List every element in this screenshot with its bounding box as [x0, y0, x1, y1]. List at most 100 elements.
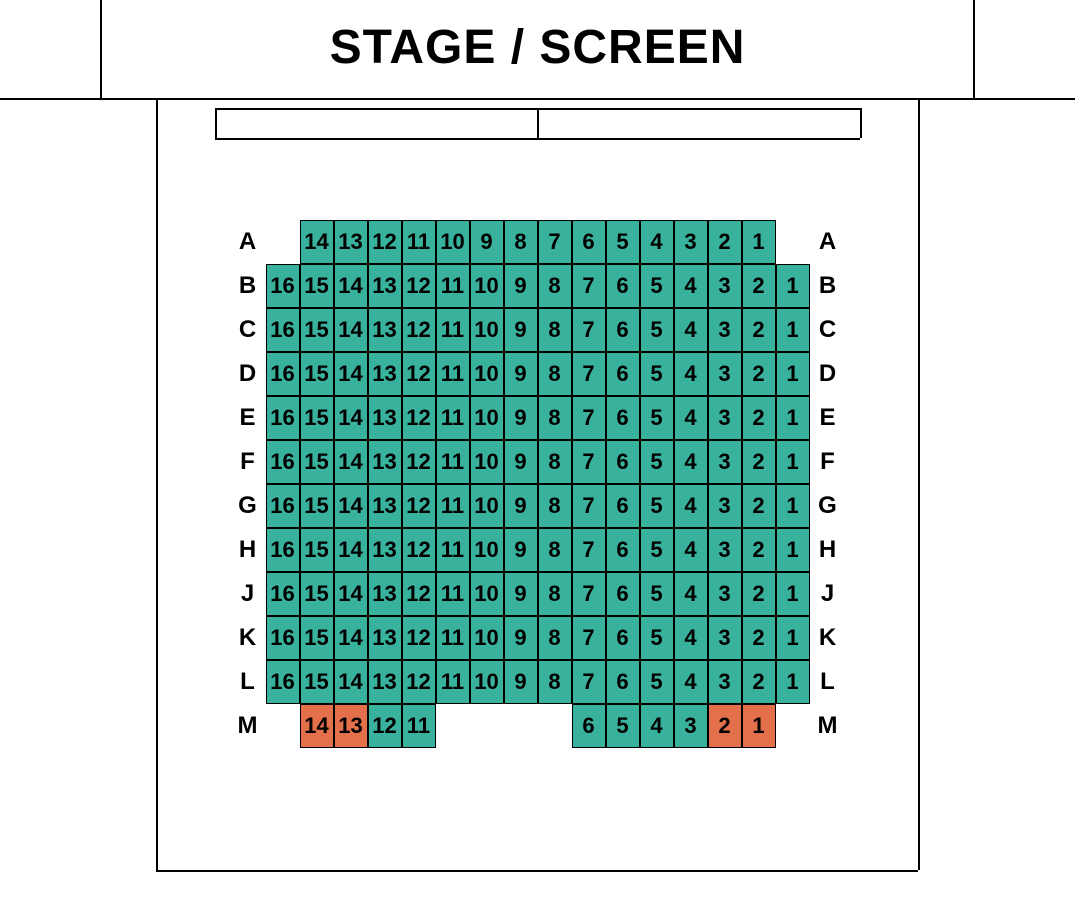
seat-B-2[interactable]: 2 [742, 264, 776, 308]
seat-A-7[interactable]: 7 [538, 220, 572, 264]
seat-B-12[interactable]: 12 [402, 264, 436, 308]
seat-G-16[interactable]: 16 [266, 484, 300, 528]
seat-A-13[interactable]: 13 [334, 220, 368, 264]
seat-H-11[interactable]: 11 [436, 528, 470, 572]
seat-E-10[interactable]: 10 [470, 396, 504, 440]
seat-F-10[interactable]: 10 [470, 440, 504, 484]
seat-L-9[interactable]: 9 [504, 660, 538, 704]
seat-G-15[interactable]: 15 [300, 484, 334, 528]
seat-G-7[interactable]: 7 [572, 484, 606, 528]
seat-C-2[interactable]: 2 [742, 308, 776, 352]
seat-D-7[interactable]: 7 [572, 352, 606, 396]
seat-E-7[interactable]: 7 [572, 396, 606, 440]
seat-L-6[interactable]: 6 [606, 660, 640, 704]
seat-L-4[interactable]: 4 [674, 660, 708, 704]
seat-M-5[interactable]: 5 [606, 704, 640, 748]
seat-B-14[interactable]: 14 [334, 264, 368, 308]
seat-L-1[interactable]: 1 [776, 660, 810, 704]
seat-D-9[interactable]: 9 [504, 352, 538, 396]
seat-D-6[interactable]: 6 [606, 352, 640, 396]
seat-H-8[interactable]: 8 [538, 528, 572, 572]
seat-M-6[interactable]: 6 [572, 704, 606, 748]
seat-K-15[interactable]: 15 [300, 616, 334, 660]
seat-A-8[interactable]: 8 [504, 220, 538, 264]
seat-F-2[interactable]: 2 [742, 440, 776, 484]
seat-G-5[interactable]: 5 [640, 484, 674, 528]
seat-J-4[interactable]: 4 [674, 572, 708, 616]
seat-C-12[interactable]: 12 [402, 308, 436, 352]
seat-C-5[interactable]: 5 [640, 308, 674, 352]
seat-K-11[interactable]: 11 [436, 616, 470, 660]
seat-K-14[interactable]: 14 [334, 616, 368, 660]
seat-D-3[interactable]: 3 [708, 352, 742, 396]
seat-D-5[interactable]: 5 [640, 352, 674, 396]
seat-K-5[interactable]: 5 [640, 616, 674, 660]
seat-C-13[interactable]: 13 [368, 308, 402, 352]
seat-H-5[interactable]: 5 [640, 528, 674, 572]
seat-J-12[interactable]: 12 [402, 572, 436, 616]
seat-E-12[interactable]: 12 [402, 396, 436, 440]
seat-J-15[interactable]: 15 [300, 572, 334, 616]
seat-D-10[interactable]: 10 [470, 352, 504, 396]
seat-E-15[interactable]: 15 [300, 396, 334, 440]
seat-J-9[interactable]: 9 [504, 572, 538, 616]
seat-E-11[interactable]: 11 [436, 396, 470, 440]
seat-E-8[interactable]: 8 [538, 396, 572, 440]
seat-C-15[interactable]: 15 [300, 308, 334, 352]
seat-F-14[interactable]: 14 [334, 440, 368, 484]
seat-J-8[interactable]: 8 [538, 572, 572, 616]
seat-J-2[interactable]: 2 [742, 572, 776, 616]
seat-F-9[interactable]: 9 [504, 440, 538, 484]
seat-F-13[interactable]: 13 [368, 440, 402, 484]
seat-C-6[interactable]: 6 [606, 308, 640, 352]
seat-H-9[interactable]: 9 [504, 528, 538, 572]
seat-D-1[interactable]: 1 [776, 352, 810, 396]
seat-J-13[interactable]: 13 [368, 572, 402, 616]
seat-K-3[interactable]: 3 [708, 616, 742, 660]
seat-K-16[interactable]: 16 [266, 616, 300, 660]
seat-E-4[interactable]: 4 [674, 396, 708, 440]
seat-F-6[interactable]: 6 [606, 440, 640, 484]
seat-F-8[interactable]: 8 [538, 440, 572, 484]
seat-A-2[interactable]: 2 [708, 220, 742, 264]
seat-B-13[interactable]: 13 [368, 264, 402, 308]
seat-D-16[interactable]: 16 [266, 352, 300, 396]
seat-B-5[interactable]: 5 [640, 264, 674, 308]
seat-L-2[interactable]: 2 [742, 660, 776, 704]
seat-J-1[interactable]: 1 [776, 572, 810, 616]
seat-L-13[interactable]: 13 [368, 660, 402, 704]
seat-J-10[interactable]: 10 [470, 572, 504, 616]
seat-B-3[interactable]: 3 [708, 264, 742, 308]
seat-F-12[interactable]: 12 [402, 440, 436, 484]
seat-H-2[interactable]: 2 [742, 528, 776, 572]
seat-G-6[interactable]: 6 [606, 484, 640, 528]
seat-H-10[interactable]: 10 [470, 528, 504, 572]
seat-K-8[interactable]: 8 [538, 616, 572, 660]
seat-L-10[interactable]: 10 [470, 660, 504, 704]
seat-F-16[interactable]: 16 [266, 440, 300, 484]
seat-F-5[interactable]: 5 [640, 440, 674, 484]
seat-G-9[interactable]: 9 [504, 484, 538, 528]
seat-L-12[interactable]: 12 [402, 660, 436, 704]
seat-B-16[interactable]: 16 [266, 264, 300, 308]
seat-L-11[interactable]: 11 [436, 660, 470, 704]
seat-E-2[interactable]: 2 [742, 396, 776, 440]
seat-L-15[interactable]: 15 [300, 660, 334, 704]
seat-M-13[interactable]: 13 [334, 704, 368, 748]
seat-B-9[interactable]: 9 [504, 264, 538, 308]
seat-E-3[interactable]: 3 [708, 396, 742, 440]
seat-M-14[interactable]: 14 [300, 704, 334, 748]
seat-H-16[interactable]: 16 [266, 528, 300, 572]
seat-C-14[interactable]: 14 [334, 308, 368, 352]
seat-G-11[interactable]: 11 [436, 484, 470, 528]
seat-G-8[interactable]: 8 [538, 484, 572, 528]
seat-A-11[interactable]: 11 [402, 220, 436, 264]
seat-E-16[interactable]: 16 [266, 396, 300, 440]
seat-D-13[interactable]: 13 [368, 352, 402, 396]
seat-G-14[interactable]: 14 [334, 484, 368, 528]
seat-B-6[interactable]: 6 [606, 264, 640, 308]
seat-L-5[interactable]: 5 [640, 660, 674, 704]
seat-F-15[interactable]: 15 [300, 440, 334, 484]
seat-J-16[interactable]: 16 [266, 572, 300, 616]
seat-D-14[interactable]: 14 [334, 352, 368, 396]
